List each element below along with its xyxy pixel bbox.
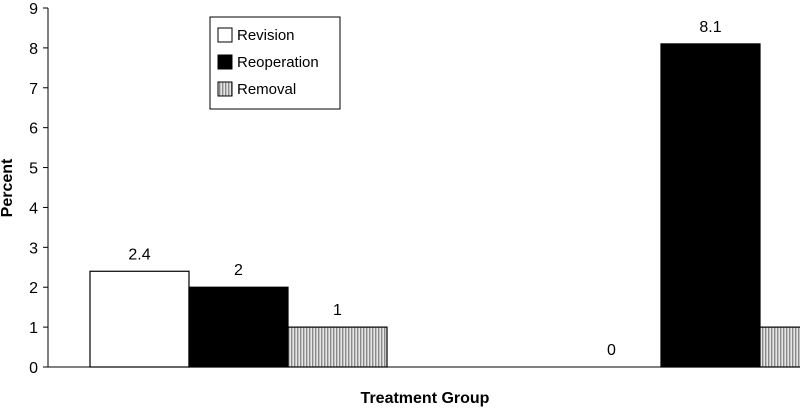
bar-removal bbox=[759, 326, 800, 368]
y-tick-label: 4 bbox=[29, 200, 38, 217]
y-tick-label: 2 bbox=[29, 280, 38, 297]
legend-label-revision: Revision bbox=[237, 27, 295, 44]
y-axis-ticks: 0 1 2 3 4 5 6 7 8 9 bbox=[29, 1, 48, 377]
y-tick-label: 3 bbox=[29, 240, 38, 257]
y-tick-label: 7 bbox=[29, 81, 38, 98]
data-label-reoperation: 8.1 bbox=[699, 19, 721, 36]
y-tick-label: 5 bbox=[29, 161, 38, 178]
data-label-reoperation: 2 bbox=[234, 262, 243, 279]
bar-revision bbox=[89, 270, 190, 368]
plot-area: 0 1 2 3 4 5 6 7 8 9 2.4 2 1 0 8.1 1 bbox=[29, 1, 800, 377]
legend-swatch-removal bbox=[217, 81, 233, 97]
y-tick-label: 1 bbox=[29, 320, 38, 337]
bars bbox=[89, 43, 800, 368]
legend-swatch-reoperation bbox=[217, 54, 233, 70]
data-label-revision: 2.4 bbox=[128, 246, 150, 263]
bar-reoperation bbox=[660, 43, 761, 368]
bar-reoperation bbox=[188, 286, 289, 368]
y-tick-label: 0 bbox=[29, 360, 38, 377]
bar-removal bbox=[287, 326, 388, 368]
legend-swatch-revision bbox=[217, 27, 233, 43]
legend: Revision Reoperation Removal bbox=[209, 16, 341, 110]
legend-label-reoperation: Reoperation bbox=[237, 54, 319, 71]
y-tick-label: 8 bbox=[29, 41, 38, 58]
y-tick-label: 9 bbox=[29, 1, 38, 18]
y-axis-title: Percent bbox=[0, 158, 16, 217]
data-label-removal: 1 bbox=[333, 302, 342, 319]
x-axis-title: Treatment Group bbox=[361, 390, 490, 407]
y-tick-label: 6 bbox=[29, 121, 38, 138]
data-label-revision: 0 bbox=[607, 342, 616, 359]
legend-label-removal: Removal bbox=[237, 81, 296, 98]
